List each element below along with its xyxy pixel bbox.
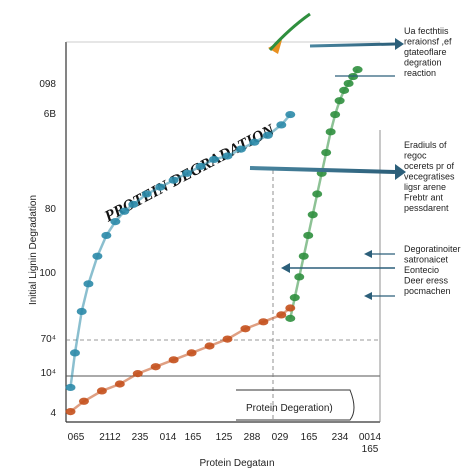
y-axis-label: Initial Lignin Degradation: [28, 195, 39, 305]
y-tick-label: 100: [39, 268, 56, 279]
x-tick-label: 029: [272, 432, 289, 443]
series-0-point: [128, 200, 139, 208]
series-2-point: [65, 408, 76, 416]
y-tick-label: 70⁴: [41, 334, 56, 345]
series-0-point: [76, 307, 87, 316]
series-0-point: [209, 155, 220, 164]
series-1-point: [339, 86, 350, 94]
annotation-arrows: [249, 12, 406, 300]
series-layer: [65, 66, 363, 416]
series-0-point: [92, 252, 103, 260]
arrowhead-1: [395, 38, 404, 50]
series-0-point: [285, 110, 296, 119]
series-1-point: [289, 294, 300, 302]
series-2-point: [222, 335, 233, 343]
arrowhead-6: [364, 292, 372, 300]
series-0-point: [195, 162, 206, 170]
x-tick-label: 165: [301, 432, 318, 443]
series-1-point: [321, 148, 332, 157]
series-1-point: [334, 97, 345, 105]
series-line-0: [69, 113, 292, 388]
orange-arrowhead: [268, 40, 282, 54]
arrowhead-3: [395, 164, 406, 180]
series-1-point: [294, 273, 305, 281]
series-2-point: [276, 311, 287, 319]
series-1-point: [303, 231, 314, 240]
y-tick-label: 4: [50, 408, 56, 419]
series-0-point: [222, 152, 233, 160]
series-2-point: [150, 363, 161, 371]
series-2-point: [186, 349, 197, 357]
series-2: [65, 304, 296, 416]
series-line-2: [69, 307, 292, 413]
y-ticks: 4 10⁴ 70⁴ 100 80 6B 098: [39, 79, 56, 419]
series-0-point: [69, 349, 80, 357]
annotation-text: Degoratinoiter satronaicet Eontecio Deer er…: [404, 244, 461, 296]
x-tick-sublabel: 165: [362, 444, 379, 455]
series-1-point: [307, 211, 318, 219]
series-0-point: [168, 176, 179, 184]
x-tick-label: 065: [68, 432, 85, 443]
arrowhead-5: [281, 263, 290, 273]
series-1-point: [298, 252, 309, 260]
series-0-point: [276, 121, 287, 129]
arrow-1: [309, 42, 396, 48]
x-axis-label: Protein Degataın: [199, 458, 274, 469]
inner-label-bracket: [236, 389, 355, 421]
series-0-point: [65, 383, 76, 392]
series-0-point: [119, 207, 130, 215]
x-tick-label: 165: [185, 432, 202, 443]
series-2-point: [240, 325, 251, 333]
annotation-text: Eradiuls of regoc ocerets pr of vecegratise…: [404, 140, 455, 213]
series-2-point: [168, 356, 179, 364]
series-2-point: [78, 397, 89, 405]
series-0-point: [235, 145, 246, 153]
series-1-point: [285, 314, 296, 322]
series-1-point: [352, 66, 363, 74]
y-tick-label: 80: [45, 204, 57, 215]
x-tick-label: 014: [160, 432, 177, 443]
series-0-point: [141, 190, 152, 198]
series-1-point: [330, 110, 341, 119]
series-1-point: [312, 190, 323, 198]
series-0-point: [262, 131, 273, 139]
x-tick-label: 125: [216, 432, 233, 443]
green-swoosh: [268, 12, 311, 52]
series-0: [65, 110, 296, 392]
series-1-point: [325, 128, 336, 136]
y-tick-label: 6B: [44, 109, 57, 120]
series-2-point: [285, 304, 296, 312]
inner-label: Protein Degeration): [246, 403, 333, 414]
series-line-1: [289, 68, 359, 319]
x-tick-label: 288: [244, 432, 261, 443]
series-2-point: [258, 318, 269, 326]
series-0-point: [182, 169, 193, 177]
series-2-point: [96, 387, 107, 395]
arrowhead-4: [364, 250, 372, 258]
series-0-point: [83, 280, 94, 288]
series-0-point: [155, 183, 166, 191]
series-2-point: [114, 380, 125, 388]
series-2-point: [132, 370, 143, 378]
series-0-point: [249, 138, 260, 146]
x-tick-label: 0014: [359, 432, 382, 443]
series-1: [285, 66, 363, 322]
x-tick-label: 235: [132, 432, 149, 443]
annotation-text: Ua fecthtiis reraionsf ,ef gtateoflare degr…: [404, 26, 452, 78]
series-2-point: [204, 342, 215, 350]
y-tick-label: 098: [39, 79, 56, 90]
x-tick-label: 234: [332, 432, 349, 443]
series-1-point: [343, 79, 354, 88]
annotations: Ua fecthtiis reraionsf ,ef gtateoflare degr…: [404, 26, 461, 296]
arrow-3: [249, 166, 396, 174]
series-0-point: [110, 218, 121, 226]
x-tick-label: 2112: [99, 432, 121, 443]
series-0-point: [101, 231, 112, 240]
y-tick-label: 10⁴: [41, 368, 56, 379]
